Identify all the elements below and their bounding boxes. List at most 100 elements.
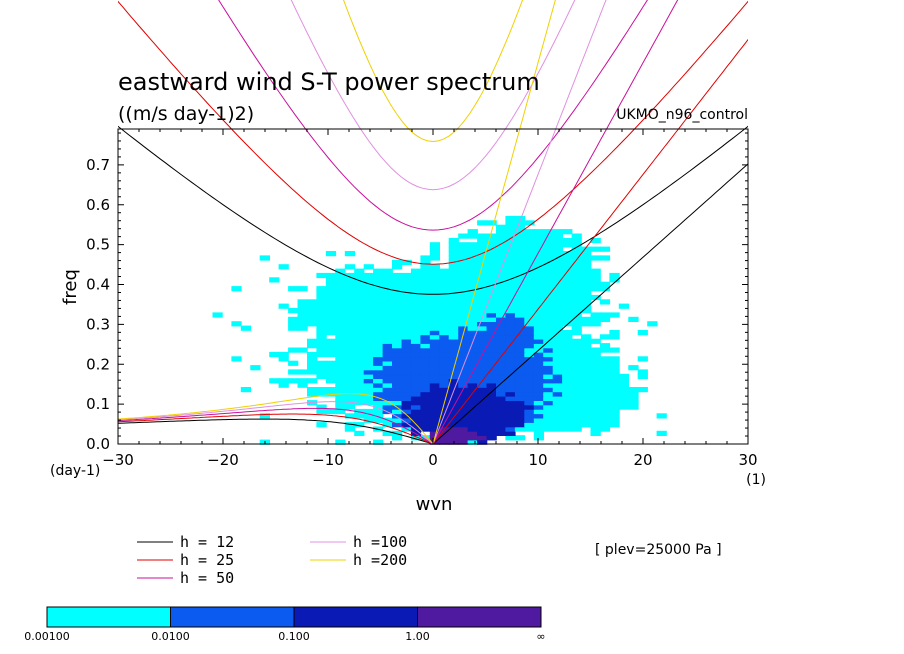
heatmap-cell — [467, 408, 478, 415]
heatmap-cell — [581, 294, 592, 301]
heatmap-cell — [486, 281, 497, 287]
heatmap-cell — [392, 413, 403, 419]
heatmap-cell — [486, 272, 497, 279]
heatmap-cell — [618, 391, 629, 397]
heatmap-cell — [543, 369, 554, 375]
y-tick-label: 0.6 — [86, 196, 110, 214]
heatmap-cell — [581, 264, 592, 270]
heatmap-cell — [448, 312, 459, 318]
heatmap-cell — [429, 321, 440, 327]
heatmap-cell — [363, 387, 374, 393]
heatmap-cell — [477, 286, 488, 292]
heatmap-cell — [514, 369, 526, 375]
heatmap-cell — [505, 382, 516, 388]
heatmap-cell — [373, 439, 384, 445]
heatmap-cell — [552, 290, 563, 296]
heatmap-cell — [628, 365, 639, 371]
heatmap-cell — [543, 277, 554, 283]
heatmap-cell — [297, 299, 308, 305]
heatmap-cell — [552, 387, 563, 393]
heatmap-cell — [505, 360, 516, 366]
heatmap-cell — [429, 303, 440, 309]
heatmap-cell — [410, 391, 422, 397]
heatmap-cell — [410, 308, 422, 314]
heatmap-cell — [448, 373, 459, 379]
heatmap-cell — [571, 308, 582, 314]
heatmap-cell — [505, 422, 516, 428]
heatmap-cell — [609, 356, 620, 362]
heatmap-cell — [505, 303, 516, 309]
heatmap-cell — [344, 404, 356, 410]
heatmap-cell — [477, 233, 488, 239]
heatmap-cell — [307, 316, 318, 322]
heatmap-cell — [401, 378, 412, 384]
heatmap-cell — [392, 259, 403, 265]
heatmap-cell — [373, 286, 384, 292]
heatmap-cell — [458, 408, 469, 415]
heatmap-cell — [552, 347, 563, 353]
heatmap-cell — [382, 391, 393, 397]
heatmap-cell — [486, 365, 497, 371]
heatmap-cell — [581, 356, 592, 362]
y-tick-label: 0.5 — [86, 236, 110, 254]
heatmap-cell — [524, 422, 535, 428]
heatmap-cell — [524, 395, 535, 401]
heatmap-cell — [571, 330, 582, 336]
heatmap-cell — [514, 277, 526, 283]
heatmap-cell — [562, 404, 573, 410]
heatmap-cell — [524, 286, 535, 292]
heatmap-cell — [477, 242, 488, 248]
heatmap-cell — [524, 404, 535, 410]
heatmap-cell — [373, 395, 384, 401]
heatmap-cell — [458, 417, 469, 423]
heatmap-cell — [382, 299, 393, 305]
heatmap-cell — [477, 426, 488, 432]
heatmap-cell — [354, 294, 365, 301]
heatmap-cell — [354, 308, 365, 314]
heatmap-cell — [439, 343, 450, 349]
heatmap-cell — [363, 365, 374, 371]
heatmap-cell — [571, 343, 582, 349]
heatmap-cell — [552, 272, 563, 279]
heatmap-cell — [373, 400, 384, 406]
heatmap-cell — [297, 378, 308, 384]
heatmap-cell — [552, 233, 563, 239]
heatmap-cell — [335, 281, 346, 287]
heatmap-cell — [571, 268, 582, 274]
heatmap-cell — [505, 259, 516, 265]
heatmap-cell — [533, 417, 544, 423]
heatmap-cell — [562, 334, 573, 340]
heatmap-cell — [448, 395, 459, 401]
heatmap-cell — [618, 378, 629, 384]
heatmap-cell — [562, 426, 573, 432]
heatmap-cell — [552, 303, 563, 309]
heatmap-cell — [524, 351, 535, 358]
heatmap-cell — [288, 316, 299, 322]
heatmap-cell — [590, 430, 601, 436]
heatmap-cell — [496, 360, 507, 366]
heatmap-cell — [344, 308, 356, 314]
heatmap-cell — [458, 373, 469, 379]
heatmap-cell — [514, 246, 526, 252]
heatmap-cell — [373, 290, 384, 296]
heatmap-cell — [335, 408, 346, 415]
heatmap-cell — [373, 382, 384, 388]
heatmap-cell — [486, 387, 497, 393]
heatmap-cell — [439, 268, 450, 274]
heatmap-cell — [571, 347, 582, 353]
heatmap-cell — [467, 417, 478, 423]
heatmap-cell — [458, 290, 469, 296]
heatmap-cell — [514, 268, 526, 274]
heatmap-cell — [354, 430, 365, 436]
heatmap-cell — [458, 365, 469, 371]
heatmap-cell — [458, 422, 469, 428]
heatmap-cell — [420, 321, 431, 327]
heatmap-cell — [505, 316, 516, 322]
heatmap-cell — [571, 426, 582, 432]
heatmap-cell — [552, 338, 563, 344]
heatmap-cell — [514, 242, 526, 248]
heatmap-cell — [439, 439, 450, 445]
heatmap-cell — [477, 387, 488, 393]
heatmap-cell — [458, 347, 469, 353]
heatmap-cell — [571, 242, 582, 248]
